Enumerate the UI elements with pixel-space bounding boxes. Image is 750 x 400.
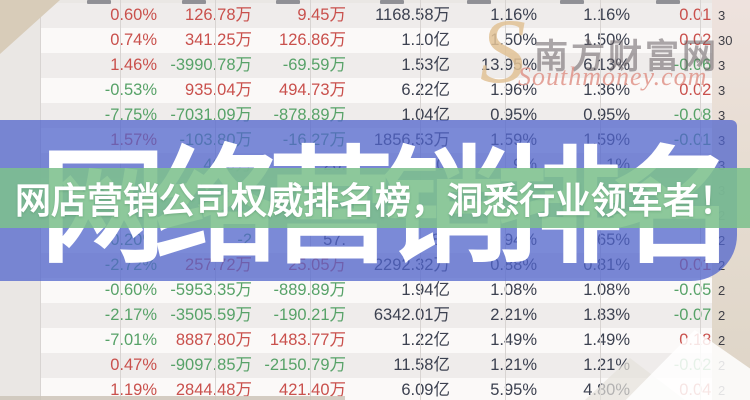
table-cell: 5.95% [490,381,537,399]
table-cell: -69.59万 [282,56,346,74]
table-cell: 0.95% [490,106,537,124]
table-row: -0.60%-5953.35万-889.89万1.94亿1.08%1.08%-0… [40,278,726,304]
green-headline-band: 网店营销公司权威排名榜，洞悉行业领军者！ [0,168,750,228]
side-column-value: 30 [718,33,733,48]
bottom-edge-strip [0,396,345,400]
table-cell: -190.21万 [262,303,346,328]
table-cell: -3505.59万 [170,306,252,324]
table-cell: 9.45万 [297,6,346,24]
table-cell: 126.78万 [185,6,252,24]
table-cell: 1.10亿 [401,31,450,49]
cropped-text-remnant [467,0,491,4]
table-cell: 1.22亿 [401,331,450,349]
cropped-text-remnant [656,0,680,4]
table-cell: 1.50% [583,31,630,49]
table-row: -0.53% 935.04万 494.73万 6.22亿 1.96% 1.36% 0.02% [40,78,726,104]
table-cell: 1.04亿 [401,106,450,124]
table-cell: 6.09亿 [401,381,450,399]
table-cell: 11.58亿 [393,356,450,374]
side-column-value: 2 [718,358,726,373]
table-cell: 0.74% [110,31,157,49]
table-cell: 6342.01万 [373,306,450,324]
cropped-text-remnant [276,0,300,4]
table-cell: -3990.78万 [170,56,252,74]
cropped-text-remnant [380,0,404,4]
table-cell: 6.22亿 [401,81,450,99]
side-column-value: 2 [718,308,726,323]
side-column-value: 2 [718,383,726,398]
cropped-text-remnant [87,0,111,4]
table-cell: 1.08% [583,281,630,299]
table-cell: 8887.80万 [175,331,252,349]
table-cell: 1.96% [490,81,537,99]
table-row: -2.17% -3505.59万 -190.21万 6342.01万 2.21% 1.83… [40,303,726,329]
table-cell: 494.73万 [279,81,346,99]
table-row: 0.60% 126.78万 9.45万 1168.58万 1.16% 1.16% 0.01% [40,3,726,29]
table-cell: 0.47% [110,356,157,374]
side-column-value: 3 [718,58,726,73]
table-cell: 1483.77万 [269,331,346,349]
table-cell: 2.21% [490,306,537,324]
table-cell: 126.86万 [279,31,346,49]
table-cell: 935.04万 [185,81,252,99]
table-cell: 1.50% [490,31,537,49]
table-cell: 13.95% [481,56,537,74]
table-cell: 1168.58万 [375,6,450,24]
table-cell: 6.13% [583,56,630,74]
table-cell: 1.08% [490,281,537,299]
table-cell: 341.25万 [185,31,252,49]
table-cell: 1.36% [583,81,630,99]
table-cell: 0.95% [583,106,630,124]
table-cell: -7031.09万 [170,106,252,124]
table-cell: -878.89万 [262,103,346,128]
table-cell: 0.60% [110,6,157,24]
table-cell: -2150.79万 [264,356,346,374]
table-cell: -7.01% [104,331,157,349]
table-cell: 1.21% [490,356,537,374]
table-row: -7.01% 8887.80万 1483.77万 1.22亿 1.49% 1.49% 0.1… [40,328,726,354]
side-column-value: 2 [718,333,726,348]
table-cell: 2844.48万 [175,381,252,399]
table-row: 1.46%-3990.78万-69.59万1.53亿13.95%6.13%-0.… [40,53,726,79]
table-cell: 1.49% [583,331,630,349]
table-cell: 1.49% [490,331,537,349]
table-row: 0.47%-9097.85万-2150.79万11.58亿1.21%1.21%-… [40,353,726,379]
cropped-text-remnant [182,0,206,4]
table-cell: -2.17% [104,306,157,324]
table-cell: 1.16% [490,6,537,24]
table-cell: 1.83% [583,306,630,324]
table-cell: -5953.35万 [170,281,252,299]
side-column-value: 2 [718,283,726,298]
table-cell: -889.89万 [262,278,346,303]
side-column-value: 3 [718,8,726,23]
table-cell: 1.21% [583,356,630,374]
table-cell: -7.75% [104,106,157,124]
table-cell: 1.94亿 [401,281,450,299]
table-cell: 1.16% [583,6,630,24]
table-cell: 1.46% [110,56,157,74]
cropped-text-remnant [560,0,584,4]
headline-text: 网店营销公司权威排名榜，洞悉行业领军者！ [14,180,735,221]
table-row: 0.74% 341.25万 126.86万 1.10亿 1.50% 1.50% 0.02% [40,28,726,54]
table-cell: -9097.85万 [170,356,252,374]
side-column-value: 3 [718,108,726,123]
table-cell: -0.60% [104,281,157,299]
table-cell: -0.53% [104,81,157,99]
table-cell: 4.80% [583,381,630,399]
side-column-value: 3 [718,83,726,98]
table-cell: 1.19% [110,381,157,399]
table-cell: 421.40万 [279,381,346,399]
table-cell: 1.53亿 [401,56,450,74]
